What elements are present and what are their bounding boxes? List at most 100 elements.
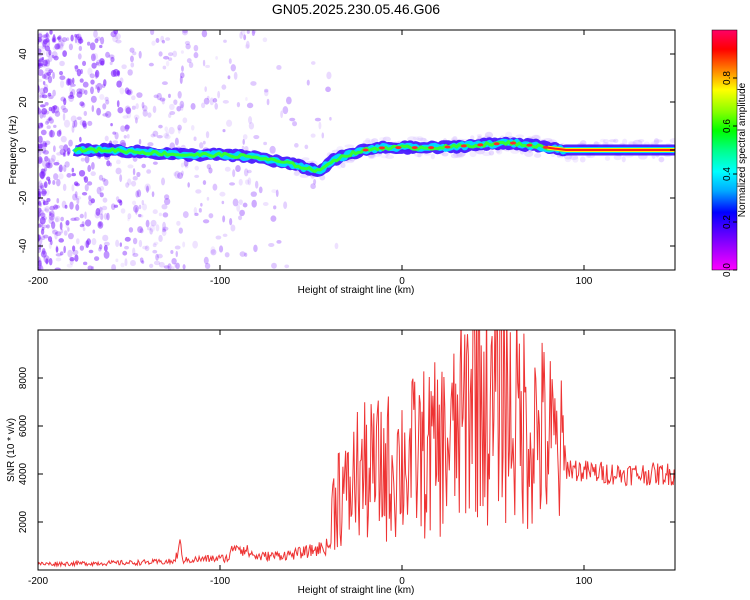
spectral-noise-blob xyxy=(226,119,233,127)
spectral-noise-blob xyxy=(248,116,253,124)
spectral-noise-blob xyxy=(369,154,376,159)
spectral-noise-blob xyxy=(147,112,152,118)
spectral-noise-blob xyxy=(167,57,173,61)
spectral-noise-blob xyxy=(63,150,67,157)
spectral-noise-blob xyxy=(241,145,245,150)
spectral-noise-blob xyxy=(38,267,42,270)
spectral-noise-blob xyxy=(114,131,119,140)
spectral-noise-blob xyxy=(132,237,138,245)
spectral-noise-blob xyxy=(87,67,93,76)
spectral-noise-blob xyxy=(212,183,218,191)
spectral-noise-blob xyxy=(174,137,179,146)
spectral-noise-blob xyxy=(47,157,51,166)
spectral-noise-blob xyxy=(70,115,77,123)
spectral-noise-blob xyxy=(53,161,60,166)
spectral-noise-blob xyxy=(243,168,249,177)
track-peak-dot xyxy=(526,143,533,147)
spectral-noise-blob xyxy=(622,138,628,146)
spectral-noise-blob xyxy=(147,227,151,231)
spectral-noise-blob xyxy=(90,53,96,62)
spectral-noise-blob xyxy=(95,208,101,216)
track-peak-dot xyxy=(542,145,549,149)
spectral-noise-blob xyxy=(43,150,49,155)
spectral-noise-blob xyxy=(62,50,67,58)
spectral-noise-blob xyxy=(162,212,169,218)
spectral-noise-blob xyxy=(40,209,45,216)
spectral-noise-blob xyxy=(242,134,248,140)
spectral-noise-blob xyxy=(106,212,110,221)
spectral-noise-blob xyxy=(41,160,48,168)
y-tick-label: -40 xyxy=(18,238,29,253)
spectral-noise-blob xyxy=(182,30,188,34)
spectral-noise-blob xyxy=(100,213,104,221)
spectral-noise-blob xyxy=(94,211,100,219)
spectral-noise-blob xyxy=(132,200,137,206)
spectral-noise-blob xyxy=(48,213,55,221)
spectral-noise-blob xyxy=(168,93,171,99)
spectral-noise-blob xyxy=(208,213,214,219)
spectral-noise-blob xyxy=(74,33,78,38)
spectral-noise-blob xyxy=(141,200,145,206)
spectral-noise-blob xyxy=(282,106,289,115)
spectral-noise-blob xyxy=(69,85,73,94)
spectral-noise-blob xyxy=(46,160,53,165)
spectral-noise-blob xyxy=(142,245,148,250)
spectral-noise-blob xyxy=(103,241,110,247)
spectral-noise-blob xyxy=(135,103,139,110)
spectral-noise-blob xyxy=(43,181,48,189)
spectral-noise-blob xyxy=(48,49,52,56)
spectral-noise-blob xyxy=(63,144,69,152)
spectral-noise-blob xyxy=(177,127,181,134)
spectral-noise-blob xyxy=(205,64,210,69)
spectral-noise-blob xyxy=(669,138,675,144)
spectral-noise-blob xyxy=(176,220,181,226)
spectral-noise-blob xyxy=(120,208,126,214)
spectral-noise-blob xyxy=(130,62,135,68)
spectral-noise-blob xyxy=(158,51,163,57)
spectral-noise-blob xyxy=(243,34,247,41)
frequency-track xyxy=(71,136,675,177)
spectral-noise-blob xyxy=(44,205,50,214)
spectral-noise-blob xyxy=(168,126,175,135)
spectral-noise-blob xyxy=(412,136,420,141)
spectral-noise-blob xyxy=(73,216,80,222)
spectral-noise-blob xyxy=(240,30,246,36)
spectral-noise-blob xyxy=(41,227,45,231)
spectral-noise-blob xyxy=(204,86,207,93)
spectral-noise-blob xyxy=(43,110,50,115)
spectral-noise-blob xyxy=(38,62,41,70)
spectral-noise-blob xyxy=(139,257,144,263)
spectral-noise-blob xyxy=(52,89,56,97)
spectral-noise-blob xyxy=(131,180,137,187)
spectral-noise-blob xyxy=(40,228,45,235)
spectral-noise-blob xyxy=(80,68,83,75)
y-tick-label: 20 xyxy=(18,96,29,108)
spectral-noise-blob xyxy=(99,192,104,198)
spectral-noise-blob xyxy=(76,33,80,39)
spectral-noise-blob xyxy=(229,217,233,226)
spectral-noise-blob xyxy=(115,258,119,263)
spectral-noise-blob xyxy=(382,136,391,142)
spectral-noise-blob xyxy=(136,189,142,198)
y-tick-label: 40 xyxy=(18,48,29,60)
spectral-noise-blob xyxy=(470,135,475,140)
spectral-noise-blob xyxy=(132,247,136,256)
spectral-noise-blob xyxy=(127,178,132,186)
spectral-noise-blob xyxy=(212,98,218,103)
spectral-noise-blob xyxy=(56,198,60,204)
spectral-noise-blob xyxy=(55,245,59,254)
spectral-noise-blob xyxy=(217,90,221,99)
spectral-noise-blob xyxy=(55,246,59,253)
spectral-noise-blob xyxy=(71,173,76,177)
spectral-noise-blob xyxy=(67,227,70,232)
spectral-noise-blob xyxy=(246,30,250,34)
track-peak-dot xyxy=(411,146,418,150)
spectral-noise-blob xyxy=(180,104,184,111)
spectral-noise-blob xyxy=(56,36,61,40)
spectral-noise-blob xyxy=(71,125,75,133)
spectral-noise-blob xyxy=(40,250,47,258)
spectral-noise-blob xyxy=(221,200,225,205)
spectral-noise-blob xyxy=(112,131,117,135)
colorbar-ticks: 0.0 0.2 0.4 0.6 0.8 xyxy=(722,71,737,277)
